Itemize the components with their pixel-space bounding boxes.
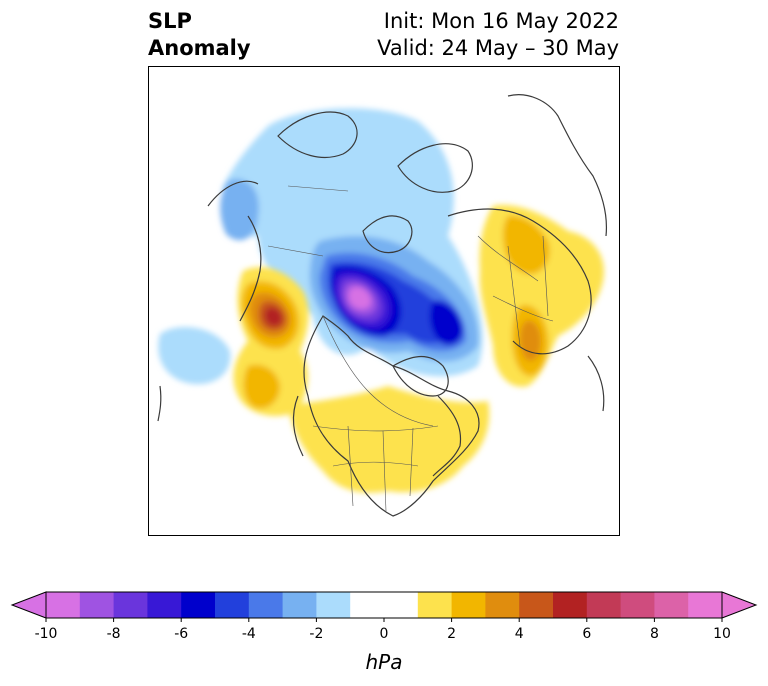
colorbar-cell xyxy=(282,592,317,618)
colorbar: -10 -8 -6 -4 -2 0 2 4 6 8 10 xyxy=(10,591,758,640)
colorbar-tick-label: 2 xyxy=(447,626,456,640)
colorbar-cell xyxy=(147,592,182,618)
colorbar-tick-label: -8 xyxy=(107,626,121,640)
coastlines xyxy=(157,94,608,517)
colorbar-tick-label: 0 xyxy=(380,626,389,640)
colorbar-cell xyxy=(688,592,723,618)
map-frame xyxy=(148,66,620,536)
valid-date: Valid: 24 May – 30 May xyxy=(377,36,619,60)
negative-anomaly-region xyxy=(158,108,483,385)
colorbar-cell xyxy=(113,592,148,618)
colorbar-ticks: -10 -8 -6 -4 -2 0 2 4 6 8 10 xyxy=(35,618,731,640)
colorbar-cell xyxy=(586,592,622,618)
positive-anomaly-region xyxy=(233,205,604,493)
colorbar-tick-label: -2 xyxy=(309,626,323,640)
slp-anomaly-map xyxy=(148,66,620,536)
colorbar-cell xyxy=(553,592,588,618)
colorbar-tick-label: -6 xyxy=(174,626,188,640)
colorbar-tick-label: 10 xyxy=(713,626,731,640)
colorbar-cell xyxy=(248,592,284,618)
colorbar-extend-low xyxy=(10,591,47,619)
colorbar-tick-label: -4 xyxy=(242,626,256,640)
colorbar-cell xyxy=(316,592,351,618)
colorbar-tick-label: 6 xyxy=(582,626,591,640)
title-line-2: Anomaly xyxy=(148,36,251,60)
colorbar-cell xyxy=(620,592,655,618)
colorbar-tick-label: 8 xyxy=(650,626,659,640)
colorbar-cell xyxy=(46,592,81,618)
map-title: SLP Anomaly xyxy=(148,8,251,62)
colorbar-cell xyxy=(451,592,486,618)
colorbar-cell xyxy=(215,592,250,618)
colorbar-tick-label: 4 xyxy=(515,626,524,640)
colorbar-cell xyxy=(519,592,554,618)
colorbar-unit-label: hPa xyxy=(365,650,403,674)
colorbar-cell xyxy=(485,592,520,618)
colorbar-cell xyxy=(79,592,115,618)
colorbar-tick-label: -10 xyxy=(35,626,58,640)
title-line-1: SLP xyxy=(148,9,192,33)
init-date: Init: Mon 16 May 2022 xyxy=(383,9,619,33)
forecast-dates: Init: Mon 16 May 2022 Valid: 24 May – 30… xyxy=(377,8,619,62)
colorbar-cells xyxy=(10,591,758,619)
colorbar-extend-high xyxy=(721,591,758,619)
colorbar-cell xyxy=(417,592,453,618)
political-borders xyxy=(267,185,554,512)
colorbar-cell xyxy=(350,592,385,618)
colorbar-cell xyxy=(384,592,419,618)
colorbar-cell xyxy=(654,592,689,618)
colorbar-cell xyxy=(181,592,216,618)
